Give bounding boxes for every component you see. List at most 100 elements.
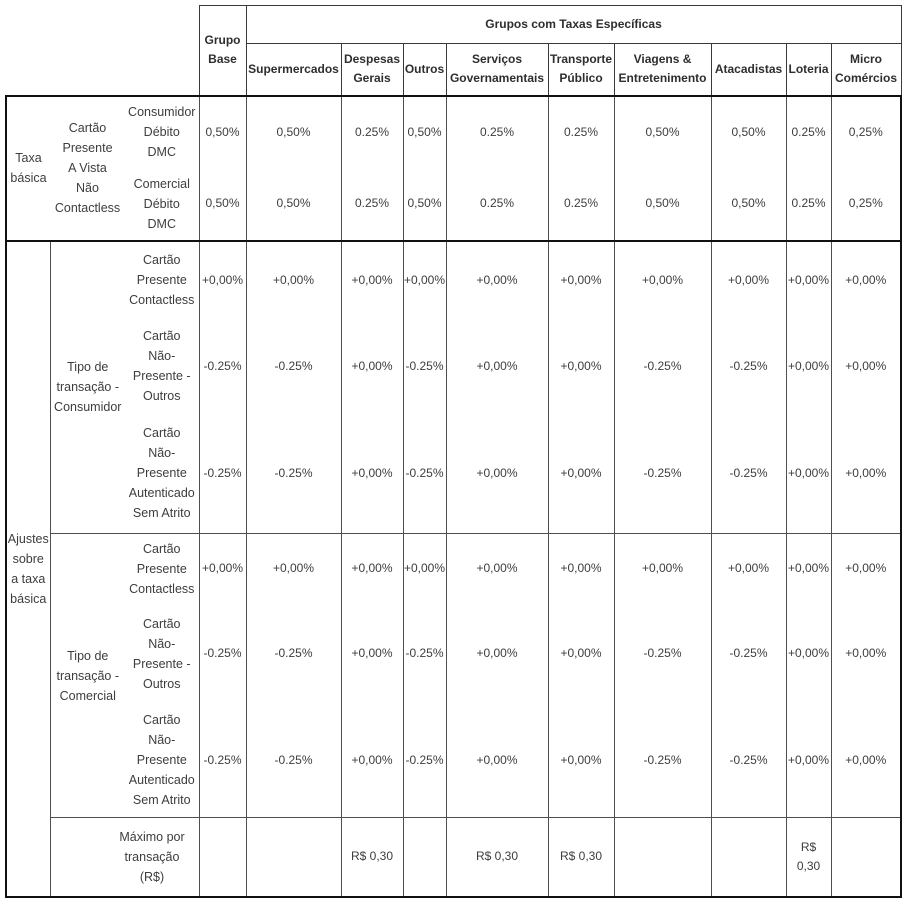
value-cell: +0,00% — [402, 239, 446, 319]
value-cell: 0.25% — [340, 167, 403, 241]
value-cell: 0,50% — [613, 94, 711, 168]
empty-corner — [6, 6, 199, 96]
value-cell: +0,00% — [710, 239, 786, 319]
group-label-tipo-transacao-comercial: Tipo de transação - Comercial — [49, 533, 125, 818]
section-label-ajustes: Ajustes sobre a taxa básica — [5, 239, 50, 898]
section-label-taxa-basica: Taxa básica — [5, 94, 50, 241]
value-cell: +0,00% — [547, 318, 614, 414]
value-cell: +0,00% — [830, 239, 902, 319]
value-cell: +0,00% — [340, 533, 403, 604]
header-servicos-governamentais: Serviços Governamentais — [445, 43, 549, 96]
value-cell: +0,00% — [445, 603, 548, 704]
value-cell: +0,00% — [445, 239, 548, 319]
header-columns-row: Supermercados Despesas Gerais Outros Ser… — [6, 43, 902, 96]
row-label-cartao-presente-contactless: Cartão Presente Contactless — [125, 533, 199, 604]
value-cell: -0.25% — [198, 413, 246, 534]
value-cell: -0.25% — [613, 413, 711, 534]
value-cell: +0,00% — [445, 413, 548, 534]
value-cell: R$ 0,30 — [547, 817, 614, 898]
value-cell: +0,00% — [445, 703, 548, 818]
value-cell: +0,00% — [245, 239, 341, 319]
value-cell: +0,00% — [785, 533, 831, 604]
row-label-cartao-nao-presente-outros: Cartão Não- Presente - Outros — [132, 329, 191, 403]
value-cell: 0,50% — [198, 94, 246, 168]
value-cell: +0,00% — [830, 318, 902, 414]
header-despesas-gerais: Despesas Gerais — [340, 43, 404, 96]
row-label-consumidor-debito-dmc: Consumidor Débito DMC — [125, 94, 199, 168]
group-label-tipo-transacao-consumidor: Tipo de transação - Consumidor — [49, 239, 125, 534]
value-cell: -0.25% — [198, 603, 246, 704]
header-atacadistas: Atacadistas — [710, 43, 787, 96]
value-cell: -0.25% — [245, 413, 341, 534]
value-cell: -0.25% — [402, 413, 446, 534]
value-cell: +0,00% — [613, 533, 711, 604]
value-cell: 0,50% — [402, 94, 446, 168]
row-comercial-presente-contactless: Tipo de transação - Comercial Cartão Pre… — [6, 533, 902, 818]
value-cell: 0.25% — [547, 94, 614, 168]
row-comercial-debito-dmc: Comercial Débito DMC 0,50% 0,50% 0.25% 0… — [6, 167, 902, 241]
value-cell: +0,00% — [245, 533, 341, 604]
value-cell: +0,00% — [785, 413, 831, 534]
value-cell: +0,00% — [340, 413, 403, 534]
value-cell — [198, 817, 246, 898]
row-label-cartao-nao-presente-outros: Cartão Não- Presente - Outros — [132, 616, 191, 691]
row-maximo-por-transacao: Máximo por transação (R$) R$ 0,30 R$ 0,3… — [6, 817, 902, 898]
row-label-comercial-debito-dmc: Comercial Débito DMC — [133, 176, 190, 231]
value-cell: -0.25% — [402, 703, 446, 818]
header-banner-row: Grupo Base Grupos com Taxas Específicas — [6, 5, 902, 96]
value-cell: +0,00% — [445, 533, 548, 604]
value-cell: -0.25% — [402, 318, 446, 414]
value-cell: R$ 0,30 — [340, 817, 403, 898]
row-consumidor-debito-dmc: Taxa básica Cartão Presente A Vista Não … — [5, 94, 902, 241]
row-label-maximo-por-transacao: Máximo por transação (R$) — [49, 817, 199, 898]
value-cell: -0.25% — [710, 703, 786, 818]
value-cell: +0,00% — [830, 413, 902, 534]
value-cell: +0,00% — [340, 318, 403, 414]
value-cell: +0,00% — [340, 603, 403, 704]
value-cell: 0,50% — [245, 167, 341, 241]
value-cell: 0.25% — [785, 94, 831, 168]
value-cell: 0,50% — [613, 167, 711, 241]
header-outros: Outros — [402, 43, 447, 96]
value-cell: 0.25% — [547, 167, 614, 241]
row-label-cartao-nao-presente-autenticado: Cartão Não- Presente Autenticado Sem Atr… — [128, 426, 195, 521]
value-cell: +0,00% — [547, 603, 614, 704]
value-cell: +0,00% — [785, 703, 831, 818]
value-cell: -0.25% — [245, 603, 341, 704]
value-cell: +0,00% — [340, 703, 403, 818]
value-cell: +0,00% — [547, 533, 614, 604]
row-consumidor-presente-contactless: Ajustes sobre a taxa básica Tipo de tran… — [5, 239, 902, 898]
value-cell: -0.25% — [710, 318, 786, 414]
value-cell: +0,00% — [547, 413, 614, 534]
value-cell: -0.25% — [613, 318, 711, 414]
row-label-cartao-presente-contactless: Cartão Presente Contactless — [125, 239, 199, 319]
row-comercial-nao-presente-outros: Cartão Não- Presente - Outros -0.25% -0.… — [6, 603, 902, 704]
value-cell — [710, 817, 786, 898]
header-grupo-base: Grupo Base — [198, 5, 247, 96]
row-consumidor-nao-presente-autenticado: Cartão Não- Presente Autenticado Sem Atr… — [6, 413, 902, 534]
value-cell — [830, 817, 902, 898]
value-cell: +0,00% — [340, 239, 403, 319]
header-viagens-entretenimento: Viagens & Entretenimento — [613, 43, 712, 96]
value-cell — [402, 817, 446, 898]
header-supermercados: Supermercados — [245, 43, 342, 96]
value-cell: +0,00% — [785, 318, 831, 414]
value-cell: +0,00% — [830, 603, 902, 704]
value-cell: R$ 0,30 — [445, 817, 548, 898]
value-cell: +0,00% — [198, 533, 246, 604]
value-cell: 0,25% — [830, 167, 902, 241]
value-cell: 0,50% — [710, 167, 786, 241]
value-cell: +0,00% — [785, 239, 831, 319]
row-consumidor-nao-presente-outros: Cartão Não- Presente - Outros -0.25% -0.… — [6, 318, 902, 414]
value-cell — [613, 817, 711, 898]
value-cell: 0.25% — [445, 167, 548, 241]
value-cell: +0,00% — [830, 703, 902, 818]
value-cell: 0,50% — [245, 94, 341, 168]
value-cell: 0,50% — [198, 167, 246, 241]
value-cell: +0,00% — [830, 533, 902, 604]
header-micro-comercios: Micro Comércios — [830, 43, 902, 96]
value-cell: +0,00% — [402, 533, 446, 604]
value-cell: -0.25% — [245, 703, 341, 818]
header-loteria: Loteria — [785, 43, 832, 96]
value-cell: 0,25% — [830, 94, 902, 168]
